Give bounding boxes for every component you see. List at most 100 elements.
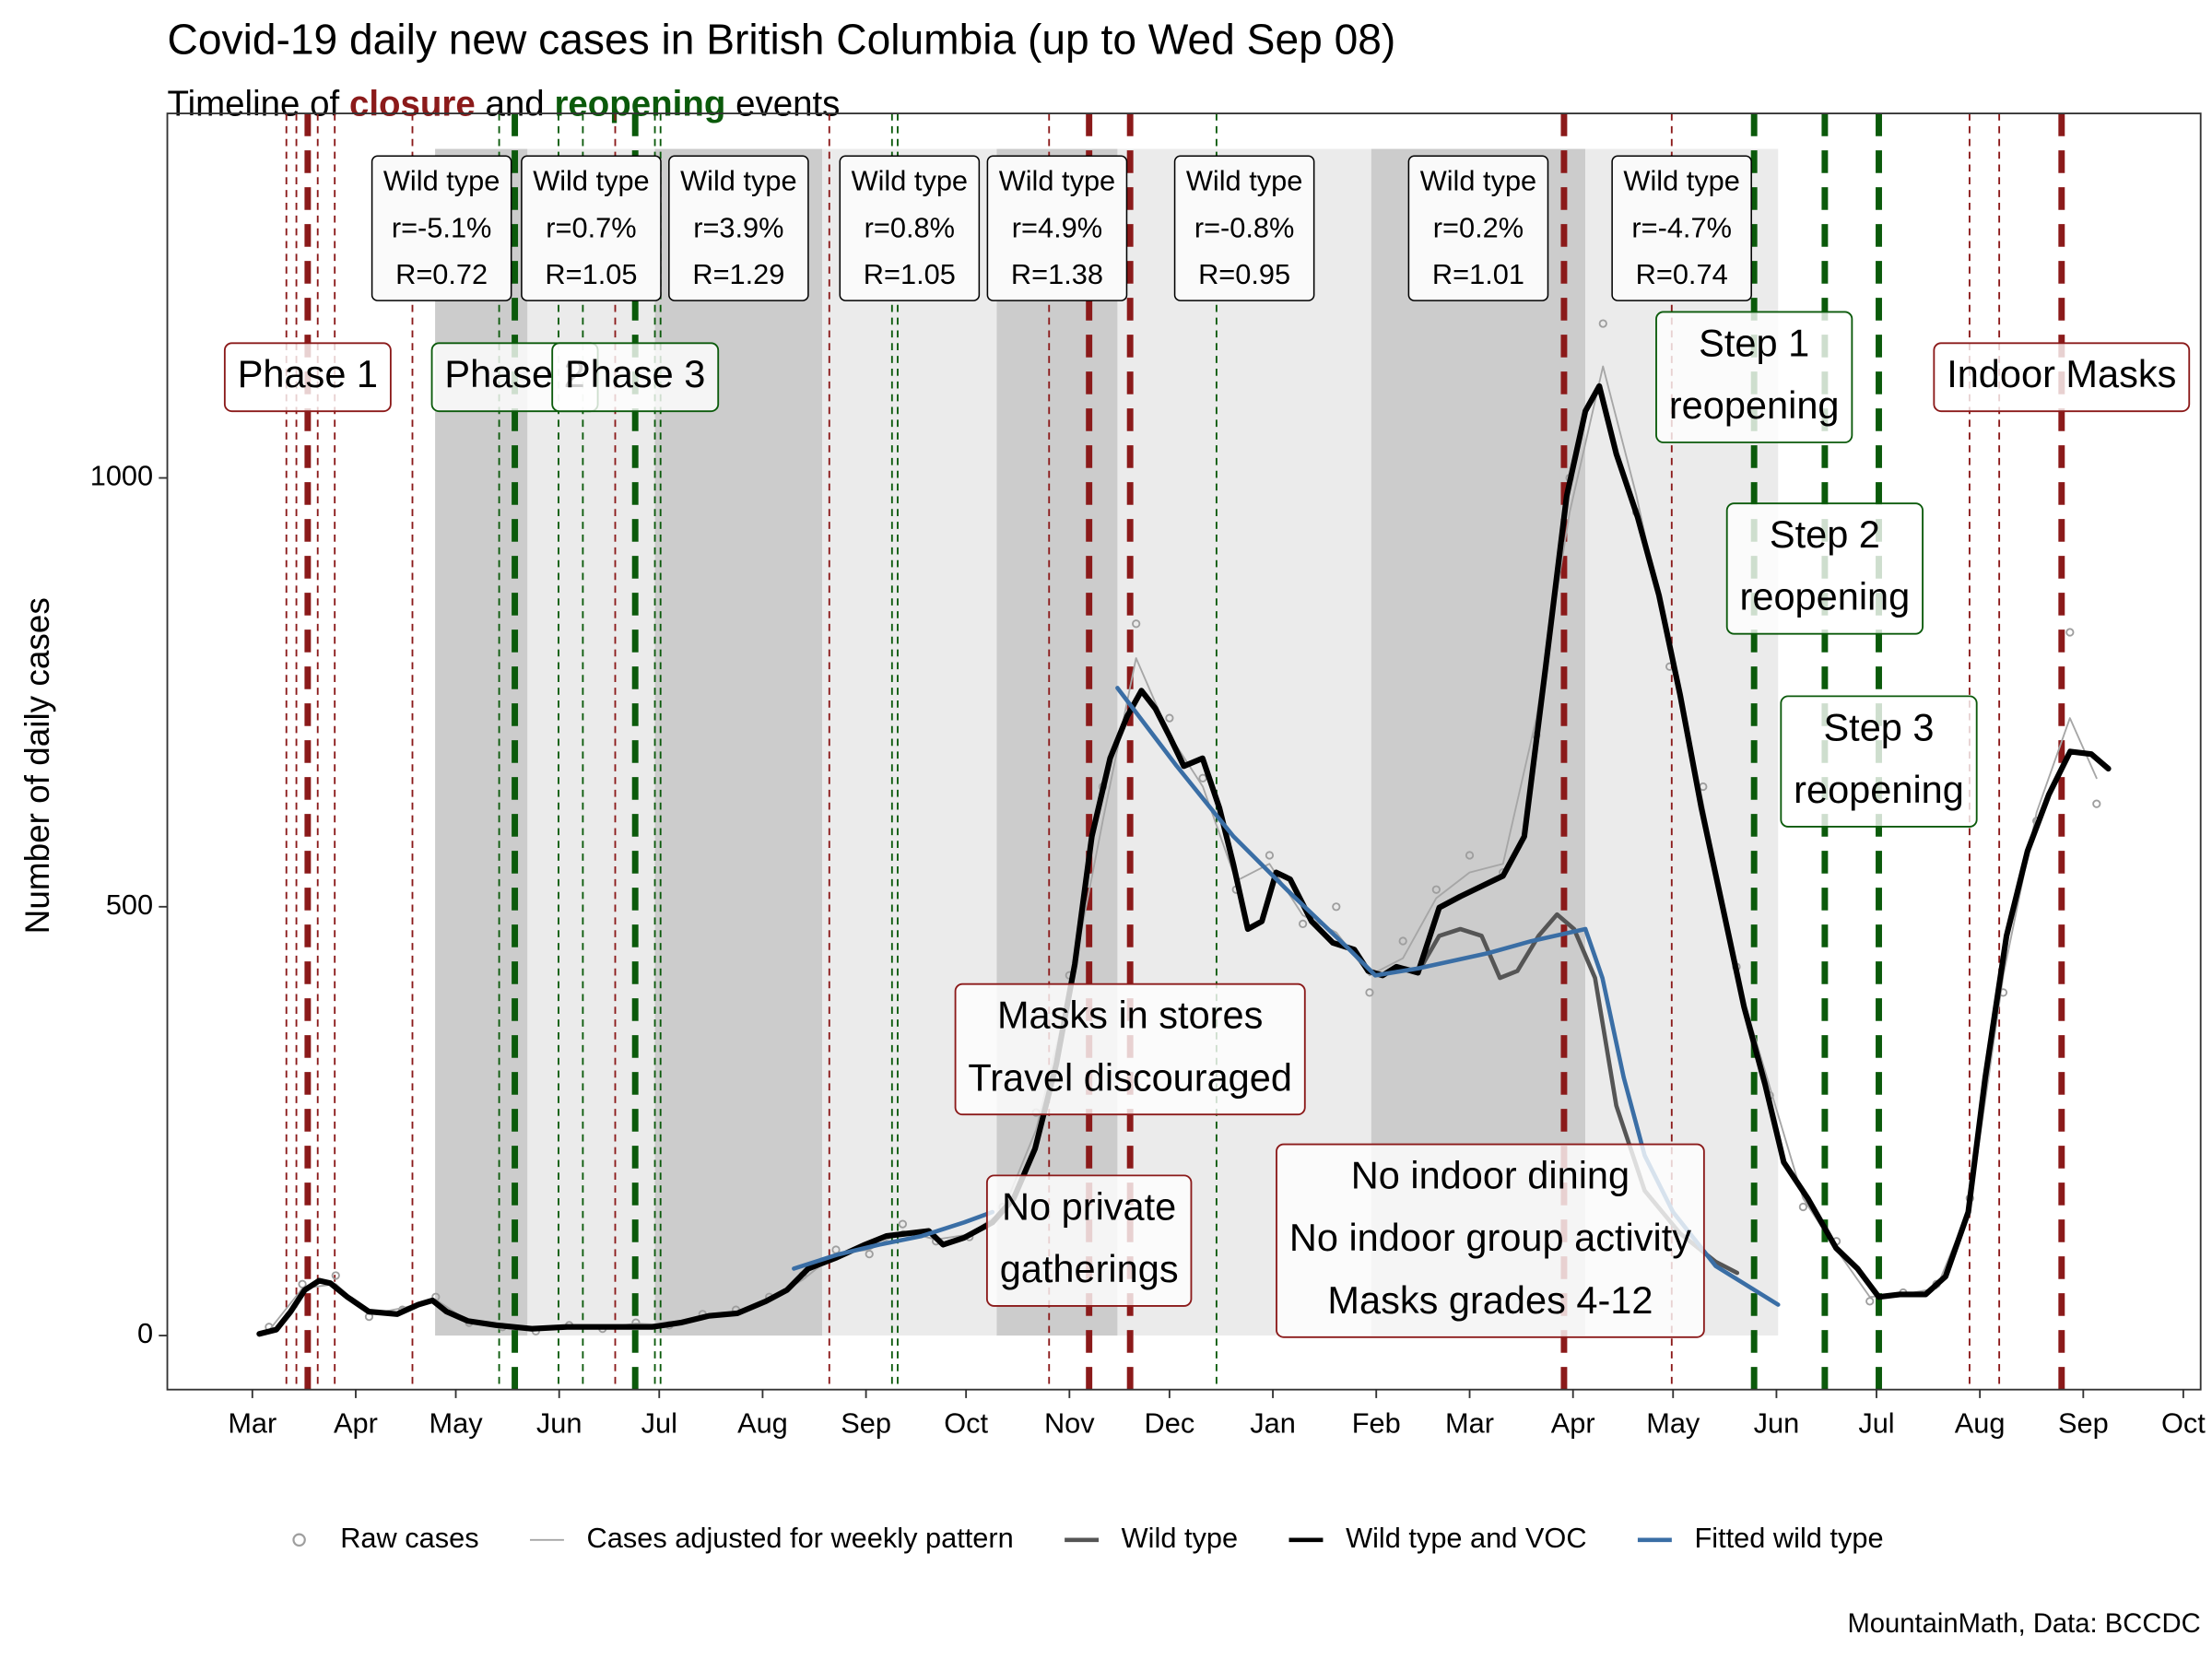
raw-point (1365, 988, 1374, 997)
period-band (654, 148, 823, 1336)
raw-point (1332, 902, 1341, 912)
annotation-text: R=1.01 (1432, 258, 1524, 290)
annotation-text: R=0.95 (1198, 258, 1290, 290)
annotation-text: R=0.72 (395, 258, 488, 290)
event-label-box (1780, 695, 1978, 828)
x-tick-label: Aug (1955, 1406, 2006, 1439)
event-label: Step 1 reopening (1655, 311, 1853, 443)
event-label-text: Step 1 (1699, 321, 1809, 364)
x-tick-label: Oct (2161, 1406, 2206, 1439)
raw-point (865, 1250, 874, 1259)
event-label-text: Step 2 (1770, 512, 1880, 556)
annotation-text: R=1.29 (692, 258, 784, 290)
event-label-text: reopening (1669, 383, 1840, 427)
annotation-text: R=1.05 (545, 258, 637, 290)
event-label: Step 2 reopening (1725, 502, 1924, 635)
period-annotation: Wild type r=-0.8% R=0.95 (1173, 155, 1315, 301)
event-label: No private gatherings (985, 1174, 1193, 1307)
raw-point (1431, 885, 1441, 894)
x-tick-label: Nov (1044, 1406, 1095, 1439)
event-label-text: Travel discouraged (968, 1055, 1292, 1099)
x-tick-label: Apr (334, 1406, 378, 1439)
event-label: Indoor Masks (1933, 342, 2191, 413)
event-label-text: Phase 3 (565, 352, 705, 395)
annotation-box (668, 155, 809, 301)
annotation-text: r=0.2% (1433, 211, 1524, 243)
raw-point (1398, 936, 1407, 946)
event-label-text: Step 3 (1823, 705, 1934, 748)
period-band (822, 148, 997, 1336)
event-label-box (1725, 502, 1924, 635)
annotation-box (521, 155, 662, 301)
x-tick-label: Dec (1145, 1406, 1195, 1439)
x-tick-label: Jul (1858, 1406, 1894, 1439)
period-band (996, 148, 1118, 1336)
annotation-text: Wild type (1420, 165, 1536, 197)
event-label-text: Indoor Masks (1947, 352, 2176, 395)
raw-point (1198, 773, 1207, 782)
raw-point (1132, 619, 1141, 629)
event-label: Phase 1 (223, 342, 392, 413)
legend-key (292, 1533, 306, 1547)
chart-title: Covid-19 daily new cases in British Colu… (168, 15, 1396, 63)
series-line (256, 382, 2112, 1337)
x-tick-label: Feb (1352, 1406, 1401, 1439)
raw-point (898, 1219, 908, 1229)
y-tick-label: 500 (106, 888, 153, 921)
event-label: Step 3 reopening (1780, 695, 1978, 828)
annotation-text: Wild type (1186, 165, 1302, 197)
annotation-box (1407, 155, 1549, 301)
annotation-text: Wild type (533, 165, 649, 197)
annotation-box (1173, 155, 1315, 301)
event-label: Masks in stores Travel discouraged (954, 982, 1306, 1116)
panel-border (166, 112, 2202, 1391)
raw-point (1865, 1297, 1875, 1306)
event-label-box (223, 342, 392, 413)
raw-point (2065, 628, 2075, 637)
event-label-text: gatherings (1000, 1247, 1179, 1290)
x-tick-label: Jun (536, 1406, 582, 1439)
x-tick-label: Mar (1445, 1406, 1494, 1439)
caption: MountainMath, Data: BCCDC (1847, 1609, 2200, 1639)
period-annotation: Wild type r=-4.7% R=0.74 (1611, 155, 1752, 301)
annotation-text: r=-5.1% (392, 211, 492, 243)
event-label-box (985, 1174, 1193, 1307)
annotation-text: Wild type (1623, 165, 1739, 197)
raw-point (1265, 851, 1275, 860)
period-annotation: Wild type r=4.9% R=1.38 (986, 155, 1128, 301)
y-axis-label: Number of daily cases (18, 597, 56, 934)
annotation-box (839, 155, 981, 301)
x-tick-label: Jan (1250, 1406, 1296, 1439)
raw-point (2092, 799, 2101, 808)
y-tick-label: 1000 (90, 460, 153, 492)
subtitle-part: events (735, 85, 840, 124)
period-annotation: Wild type r=0.8% R=1.05 (839, 155, 981, 301)
legend-label: Cases adjusted for weekly pattern (587, 1522, 1014, 1554)
annotation-text: R=1.05 (864, 258, 956, 290)
period-annotation: Wild type r=3.9% R=1.29 (668, 155, 809, 301)
legend-item: Raw cases (292, 1522, 479, 1554)
legend-label: Wild type (1122, 1522, 1238, 1554)
event-label-text: No indoor dining (1351, 1153, 1630, 1196)
annotation-text: R=0.74 (1636, 258, 1728, 290)
event-label-text: Masks grades 4-12 (1327, 1278, 1653, 1322)
event-label-box (1655, 311, 1853, 443)
annotation-box (986, 155, 1128, 301)
x-tick-label: Mar (228, 1406, 276, 1439)
x-tick-label: Sep (841, 1406, 891, 1439)
subtitle-part: Timeline of (168, 85, 340, 124)
period-annotation: Wild type r=0.2% R=1.01 (1407, 155, 1549, 301)
event-label-text: No private (1002, 1184, 1176, 1228)
raw-point (1798, 1202, 1807, 1212)
x-tick-label: Aug (737, 1406, 788, 1439)
annotation-text: Wild type (680, 165, 796, 197)
annotation-text: r=3.9% (693, 211, 783, 243)
event-label-box (1276, 1143, 1705, 1338)
raw-point (298, 1279, 307, 1288)
annotation-text: r=0.8% (865, 211, 955, 243)
event-label-text: No indoor group activity (1289, 1216, 1691, 1259)
x-tick-label: Apr (1551, 1406, 1595, 1439)
event-label-box (551, 342, 720, 413)
x-tick-label: Sep (2058, 1406, 2109, 1439)
